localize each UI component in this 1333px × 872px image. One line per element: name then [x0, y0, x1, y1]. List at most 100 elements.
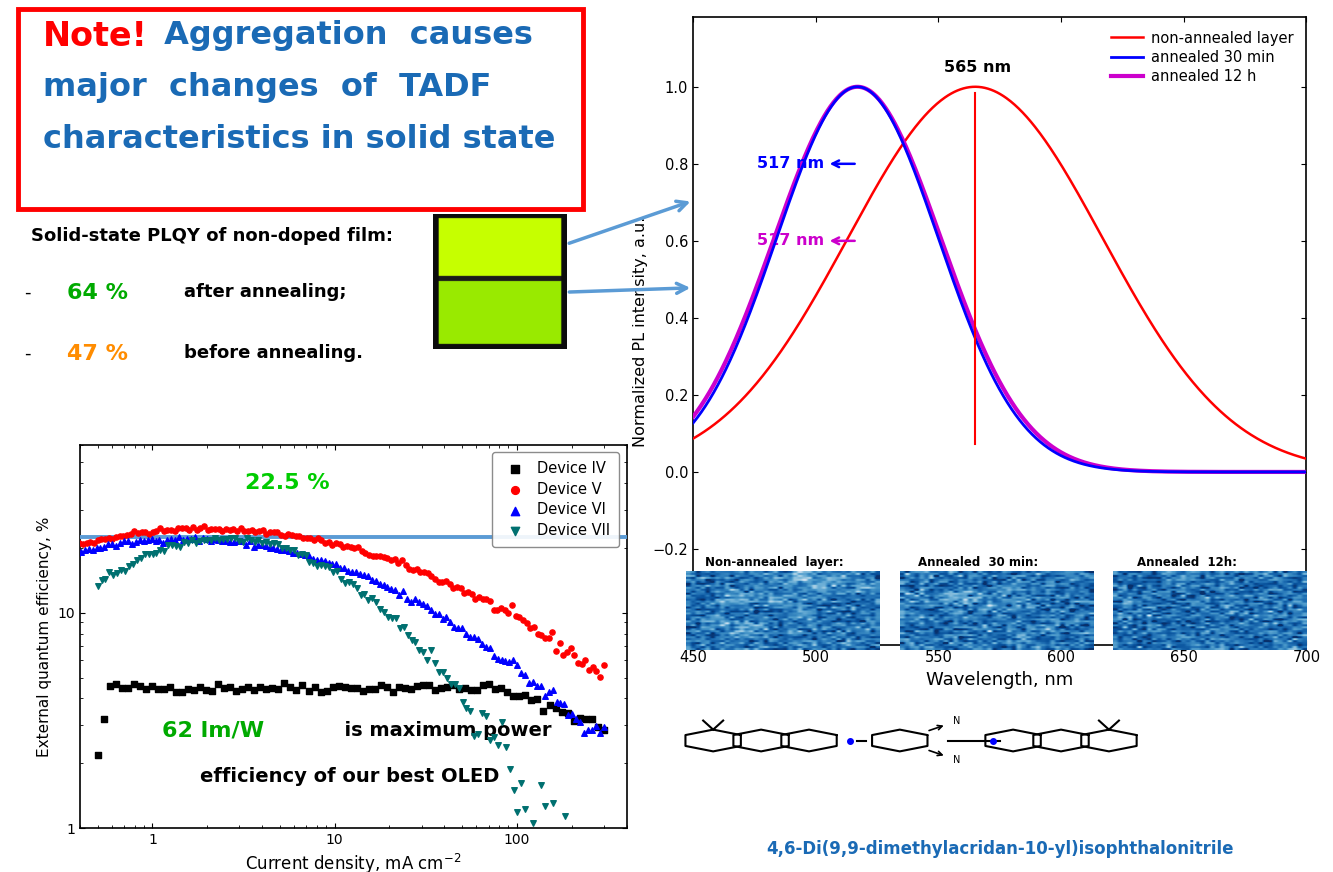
Device VII	[279, 542, 300, 556]
Device VI	[153, 535, 175, 549]
Device VII	[373, 604, 395, 618]
Legend: non-annealed layer, annealed 30 min, annealed 12 h: non-annealed layer, annealed 30 min, ann…	[1105, 24, 1300, 90]
Device VII	[287, 548, 308, 562]
Device VI	[440, 616, 461, 630]
Device VI	[349, 567, 371, 581]
Device VII	[476, 709, 497, 723]
Device VI	[168, 530, 189, 544]
Device IV	[424, 683, 445, 697]
Device VI	[424, 608, 445, 622]
non-annealed layer	[1298, 453, 1314, 464]
Device V	[369, 549, 391, 563]
Device VII	[553, 809, 575, 823]
Device VII	[185, 536, 207, 550]
Device VI	[341, 565, 363, 579]
Device V	[539, 631, 560, 645]
Device IV	[213, 681, 235, 695]
Device V	[432, 575, 453, 589]
Device VI	[81, 543, 103, 557]
Device VII	[157, 538, 179, 552]
Device VI	[67, 547, 88, 561]
Device V	[101, 532, 123, 546]
Device VI	[267, 542, 288, 556]
Line: non-annealed layer: non-annealed layer	[693, 87, 1306, 459]
Device VI	[117, 535, 139, 548]
Device V	[560, 642, 581, 656]
Device V	[204, 521, 225, 535]
Device VI	[307, 553, 328, 567]
Y-axis label: External quantum efficiency, %: External quantum efficiency, %	[37, 516, 52, 757]
Device IV	[93, 712, 115, 726]
Device VI	[531, 679, 552, 693]
Device VII	[205, 531, 227, 545]
Device VI	[160, 532, 181, 546]
Device V	[271, 528, 292, 542]
Device V	[252, 523, 273, 537]
Device V	[57, 541, 79, 555]
Device V	[443, 582, 464, 596]
Device VII	[161, 538, 183, 552]
Device IV	[153, 682, 175, 696]
Device VII	[189, 535, 211, 548]
Device VI	[212, 534, 233, 548]
Device VI	[561, 707, 583, 721]
Device IV	[105, 677, 127, 691]
Device VI	[255, 539, 276, 553]
Device V	[321, 538, 343, 552]
Device V	[72, 537, 93, 551]
Device V	[487, 603, 508, 617]
Device VII	[484, 730, 505, 744]
Device V	[277, 528, 299, 542]
Device VII	[319, 560, 340, 574]
Device IV	[587, 719, 608, 733]
Device V	[156, 523, 177, 537]
Device VII	[361, 591, 383, 605]
Device IV	[141, 679, 163, 693]
Device V	[553, 648, 575, 662]
Device VI	[85, 542, 107, 555]
Device V	[212, 524, 233, 538]
Device V	[307, 531, 328, 545]
Device VII	[260, 537, 281, 551]
Device VI	[113, 534, 135, 548]
Device VI	[436, 610, 457, 624]
Device IV	[436, 679, 457, 693]
Device V	[231, 521, 252, 535]
Device VI	[243, 540, 264, 554]
Device VII	[573, 869, 595, 872]
Device VI	[432, 612, 453, 626]
Device VI	[511, 666, 532, 680]
Device VI	[345, 565, 367, 579]
Device V	[531, 628, 552, 642]
Device VII	[436, 671, 457, 685]
Device VI	[295, 548, 316, 562]
Device VI	[63, 545, 84, 559]
Device V	[501, 598, 523, 612]
Device VI	[373, 578, 395, 592]
Device VII	[561, 869, 583, 872]
Device V	[395, 558, 416, 572]
Device V	[131, 526, 152, 540]
Device VII	[224, 531, 245, 545]
Device VII	[139, 547, 160, 561]
Legend: Device IV, Device V, Device VI, Device VII: Device IV, Device V, Device VI, Device V…	[492, 452, 620, 547]
Device VII	[507, 805, 528, 819]
Device VI	[577, 723, 599, 737]
Device V	[189, 521, 211, 535]
Device VII	[424, 657, 445, 671]
Device V	[491, 602, 512, 616]
Device V	[193, 519, 215, 533]
annealed 30 min	[850, 82, 866, 92]
annealed 12 h	[1096, 462, 1112, 473]
Device VI	[47, 639, 68, 653]
Device VI	[93, 540, 115, 554]
Device V	[340, 541, 361, 555]
Device VI	[176, 532, 197, 546]
Device VI	[315, 554, 336, 568]
Device VI	[149, 533, 171, 547]
Device VI	[204, 532, 225, 546]
Device VII	[111, 563, 132, 577]
Device V	[223, 521, 244, 535]
Device VII	[428, 664, 449, 678]
Device VI	[519, 677, 540, 691]
